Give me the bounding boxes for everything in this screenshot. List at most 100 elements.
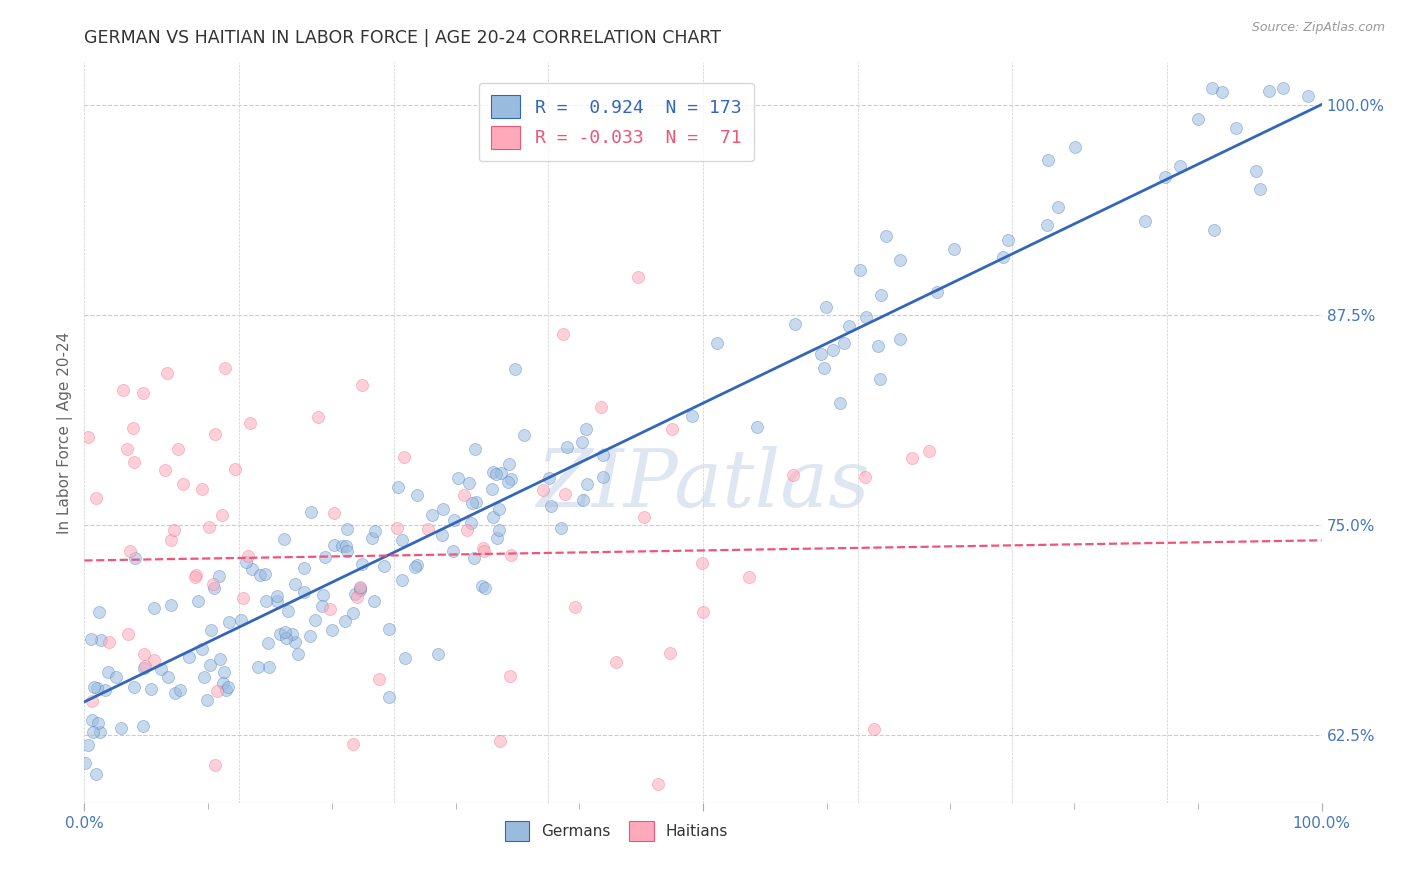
Point	[1201, 80, 1223, 95]
Point	[488, 523, 510, 537]
Point	[832, 336, 855, 351]
Point	[333, 615, 356, 629]
Point	[292, 561, 315, 575]
Point	[900, 451, 922, 466]
Point	[349, 582, 371, 597]
Point	[299, 505, 322, 519]
Point	[378, 622, 401, 636]
Point	[661, 422, 683, 436]
Point	[184, 570, 207, 584]
Point	[307, 410, 329, 425]
Point	[150, 662, 173, 676]
Point	[200, 624, 222, 638]
Point	[785, 317, 807, 331]
Point	[605, 655, 627, 669]
Point	[342, 606, 364, 620]
Point	[592, 470, 614, 484]
Point	[79, 632, 101, 647]
Point	[212, 665, 235, 679]
Point	[193, 669, 215, 683]
Point	[555, 440, 578, 454]
Point	[323, 506, 346, 520]
Point	[177, 649, 200, 664]
Point	[991, 251, 1014, 265]
Point	[1211, 85, 1233, 99]
Legend: Germans, Haitians: Germans, Haitians	[499, 815, 734, 847]
Point	[482, 509, 505, 524]
Point	[471, 579, 494, 593]
Point	[84, 491, 107, 505]
Point	[86, 681, 108, 695]
Point	[89, 724, 111, 739]
Point	[1244, 164, 1267, 178]
Point	[208, 652, 231, 666]
Point	[447, 470, 470, 484]
Point	[172, 476, 194, 491]
Point	[195, 692, 218, 706]
Point	[815, 300, 838, 314]
Point	[239, 416, 262, 430]
Point	[420, 508, 443, 522]
Point	[139, 681, 162, 696]
Point	[496, 475, 519, 490]
Point	[564, 600, 586, 615]
Point	[658, 646, 681, 660]
Point	[706, 336, 728, 351]
Point	[82, 724, 104, 739]
Point	[853, 469, 876, 483]
Point	[299, 628, 322, 642]
Point	[336, 522, 359, 536]
Point	[321, 623, 343, 637]
Point	[575, 477, 598, 491]
Point	[482, 465, 505, 479]
Point	[463, 550, 485, 565]
Point	[830, 396, 852, 410]
Point	[83, 680, 105, 694]
Point	[810, 347, 832, 361]
Point	[889, 332, 911, 346]
Text: Source: ZipAtlas.com: Source: ZipAtlas.com	[1251, 21, 1385, 34]
Point	[134, 659, 156, 673]
Point	[1258, 84, 1281, 98]
Point	[211, 508, 233, 522]
Point	[460, 516, 482, 530]
Point	[229, 613, 252, 627]
Point	[571, 435, 593, 450]
Point	[404, 560, 426, 574]
Point	[869, 288, 891, 302]
Point	[240, 561, 263, 575]
Point	[554, 486, 576, 500]
Point	[499, 473, 522, 487]
Point	[925, 285, 948, 300]
Point	[1168, 159, 1191, 173]
Point	[394, 650, 416, 665]
Point	[1249, 182, 1271, 196]
Point	[472, 541, 495, 556]
Text: GERMAN VS HAITIAN IN LABOR FORCE | AGE 20-24 CORRELATION CHART: GERMAN VS HAITIAN IN LABOR FORCE | AGE 2…	[84, 29, 721, 47]
Point	[232, 591, 254, 605]
Point	[373, 558, 395, 573]
Point	[160, 533, 183, 547]
Point	[132, 661, 155, 675]
Point	[330, 539, 353, 553]
Point	[311, 599, 333, 614]
Point	[77, 430, 100, 444]
Point	[198, 658, 221, 673]
Point	[163, 686, 186, 700]
Point	[1035, 219, 1057, 233]
Point	[821, 343, 844, 357]
Point	[889, 253, 911, 268]
Point	[214, 361, 236, 376]
Point	[342, 738, 364, 752]
Point	[86, 767, 108, 781]
Point	[163, 523, 186, 537]
Point	[499, 548, 522, 562]
Point	[202, 577, 225, 591]
Point	[205, 684, 228, 698]
Point	[283, 577, 305, 591]
Point	[323, 538, 346, 552]
Point	[153, 463, 176, 477]
Point	[97, 665, 120, 680]
Point	[218, 615, 240, 630]
Point	[90, 633, 112, 648]
